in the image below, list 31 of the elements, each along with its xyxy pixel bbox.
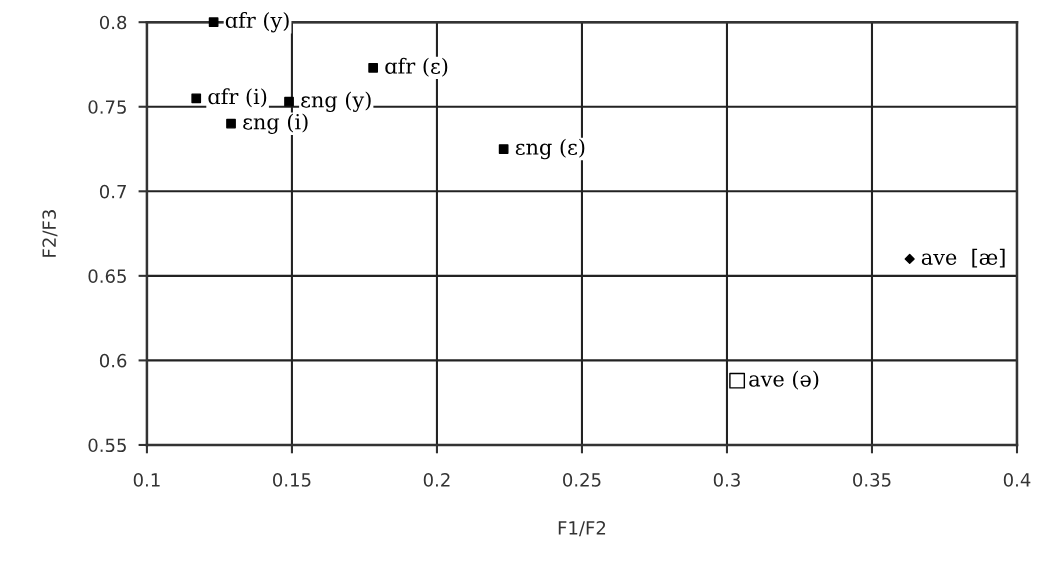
y-axis-title: F2/F3: [42, 210, 58, 257]
x-axis-title: F1/F2: [558, 521, 606, 537]
point: [191, 93, 202, 104]
x-tick-label: 0.15: [273, 473, 311, 487]
annotation: εng (y): [301, 91, 371, 112]
x-tick-label: 0.4: [1003, 473, 1031, 487]
y-tick-label: 0.75: [88, 100, 126, 114]
y-tick-label: 0.6: [99, 353, 127, 368]
y-tick-label: 0.7: [99, 184, 126, 199]
annotation: εng (ε): [515, 138, 585, 160]
annotation: ave (ə): [749, 370, 819, 390]
annotation: ɑfr (ε): [385, 57, 448, 77]
point: [729, 372, 746, 389]
annotation: ɑfr (y): [225, 11, 289, 33]
x-tick-label: 0.3: [713, 473, 740, 487]
point: [284, 96, 294, 107]
annotation: ɑfr (i): [208, 88, 267, 108]
annotation: ave [æ]: [921, 248, 1005, 268]
point: [226, 118, 236, 129]
x-tick-label: 0.35: [853, 473, 891, 487]
x-tick-label: 0.25: [563, 473, 601, 487]
point: [498, 144, 509, 154]
point: [208, 17, 219, 28]
y-tick-label: 0.8: [99, 15, 127, 30]
point: [904, 253, 915, 265]
annotation: εng (i): [243, 113, 308, 134]
x-tick-label: 0.2: [423, 473, 450, 487]
y-tick-label: 0.55: [88, 438, 126, 453]
point: [368, 62, 379, 73]
y-tick-label: 0.65: [88, 269, 126, 283]
x-tick-label: 0.1: [133, 473, 160, 487]
